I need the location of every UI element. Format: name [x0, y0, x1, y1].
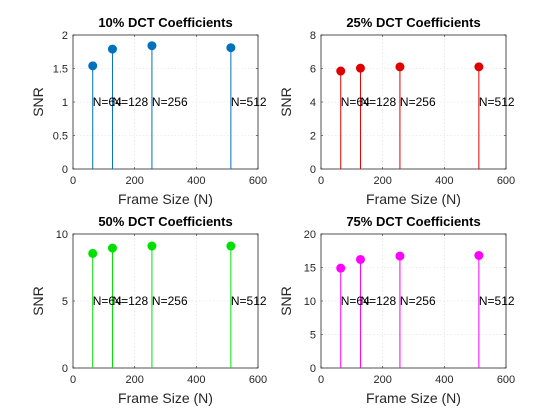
- y-axis-label: SNR: [30, 87, 46, 117]
- x-tick-label: 0: [318, 175, 324, 187]
- stem-marker: [88, 61, 98, 71]
- subplot-1: 0 200 400 600 0 0.5 1 1.5 2 N=64N=128 N=256 N=512 10…: [30, 15, 267, 207]
- x-axis-label: Frame Size (N): [118, 390, 213, 406]
- stem-marker: [147, 41, 157, 51]
- annotation-label: N=256: [400, 95, 436, 109]
- x-tick-label: 0: [70, 374, 76, 386]
- x-tick-label: 400: [435, 175, 453, 187]
- x-tick-label: 0: [318, 374, 324, 386]
- y-tick-label: 0: [310, 363, 316, 375]
- annotation-label: N=512: [479, 95, 515, 109]
- x-tick-label: 600: [249, 175, 267, 187]
- chart-title: 10% DCT Coefficients: [98, 15, 232, 30]
- x-tick-label: 600: [249, 374, 267, 386]
- x-tick-label: 400: [187, 175, 205, 187]
- y-tick-label: 20: [304, 229, 316, 241]
- y-tick-label: 10: [56, 229, 68, 241]
- stem-marker: [107, 243, 117, 253]
- y-tick-label: 1.5: [53, 64, 68, 76]
- annotation-label: N=512: [231, 95, 267, 109]
- subplot-2: 0 200 400 600 0 2 4 6 8 N=64N=128 N=256 N=512 25% DC…: [278, 15, 515, 207]
- annotation-label: N=512: [231, 294, 267, 308]
- annotation-label: N=64: [93, 95, 122, 109]
- y-tick-label: 6: [310, 64, 316, 76]
- annotation-label: N=128: [112, 95, 148, 109]
- y-tick-label: 15: [304, 263, 316, 275]
- annotation-label: N=256: [152, 95, 188, 109]
- stem-marker: [107, 44, 117, 54]
- x-tick-label: 200: [125, 175, 143, 187]
- annotation-label: N=64: [93, 294, 122, 308]
- y-tick-label: 10: [304, 296, 316, 308]
- stem-marker: [336, 263, 346, 273]
- x-tick-label: 600: [497, 175, 515, 187]
- stem-marker: [226, 241, 236, 251]
- annotation-label: N=128: [112, 294, 148, 308]
- x-tick-label: 200: [125, 374, 143, 386]
- y-tick-label: 0: [62, 363, 68, 375]
- y-tick-label: 4: [310, 97, 316, 109]
- stem-marker: [395, 62, 405, 72]
- x-axis-label: Frame Size (N): [366, 390, 461, 406]
- annotation-label: N=256: [400, 294, 436, 308]
- x-tick-label: 200: [373, 374, 391, 386]
- y-tick-label: 8: [310, 30, 316, 42]
- x-axis-label: Frame Size (N): [366, 191, 461, 207]
- annotation-label: N=64: [341, 294, 370, 308]
- y-axis-label: SNR: [278, 286, 294, 316]
- y-tick-label: 5: [62, 296, 68, 308]
- y-tick-label: 0: [310, 164, 316, 176]
- y-tick-label: 2: [310, 131, 316, 143]
- chart-title: 75% DCT Coefficients: [346, 214, 480, 229]
- y-axis-label: SNR: [278, 87, 294, 117]
- stem-marker: [226, 43, 236, 53]
- chart-title: 50% DCT Coefficients: [98, 214, 232, 229]
- stem-marker: [147, 241, 157, 251]
- y-tick-label: 0.5: [53, 131, 68, 143]
- annotation-label: N=256: [152, 294, 188, 308]
- stem-marker: [355, 254, 365, 264]
- stem-marker: [88, 248, 98, 258]
- x-axis-label: Frame Size (N): [118, 191, 213, 207]
- subplot-3: 0 200 400 600 0 5 10 N=64N=128 N=256 N=512 50% DCT…: [30, 214, 267, 406]
- stem-marker: [355, 63, 365, 73]
- stem-marker: [474, 250, 484, 260]
- stem-marker: [474, 62, 484, 72]
- annotation-label: N=128: [360, 95, 396, 109]
- annotation-label: N=64: [341, 95, 370, 109]
- stem-marker: [336, 66, 346, 76]
- y-axis-label: SNR: [30, 286, 46, 316]
- annotation-label: N=512: [479, 294, 515, 308]
- x-tick-label: 600: [497, 374, 515, 386]
- annotation-label: N=128: [360, 294, 396, 308]
- y-tick-label: 0: [62, 164, 68, 176]
- y-tick-label: 5: [310, 330, 316, 342]
- stem-marker: [395, 251, 405, 261]
- x-tick-label: 0: [70, 175, 76, 187]
- x-tick-label: 400: [435, 374, 453, 386]
- x-tick-label: 200: [373, 175, 391, 187]
- chart-title: 25% DCT Coefficients: [346, 15, 480, 30]
- subplot-4: 0 200 400 600 0 5 10 15 20 N=64N=128 N=256 N=512 75%…: [278, 214, 515, 406]
- x-tick-label: 400: [187, 374, 205, 386]
- y-tick-label: 1: [62, 97, 68, 109]
- y-tick-label: 2: [62, 30, 68, 42]
